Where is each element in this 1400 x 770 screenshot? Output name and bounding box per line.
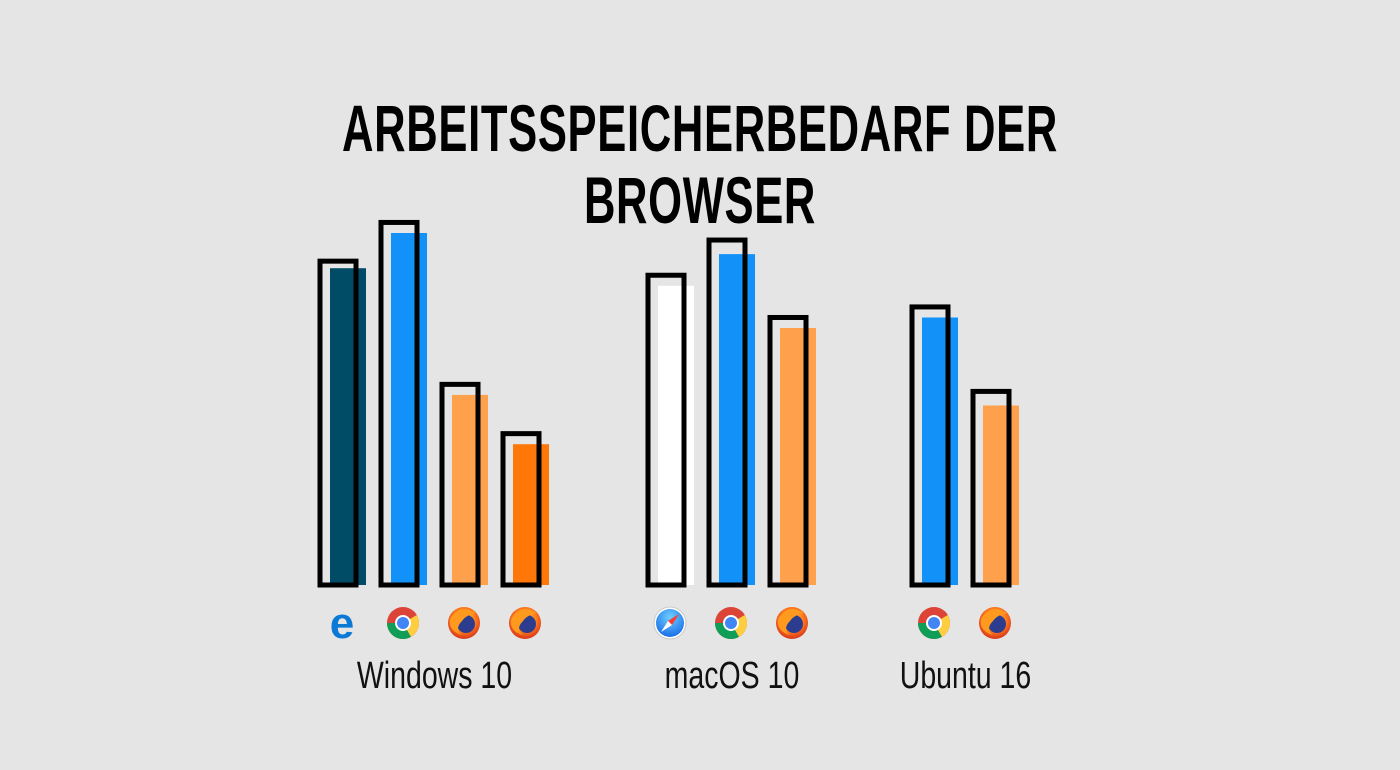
bar-safari: [658, 285, 694, 585]
firefox-icon: [509, 607, 541, 639]
bar-outline: [970, 388, 1012, 588]
labels-layer: Windows 10 macOS 10 Ubuntu 16: [357, 655, 1031, 697]
firefox-icon: [448, 607, 480, 639]
bars-layer: [317, 219, 1019, 588]
group-label: Windows 10: [357, 655, 512, 697]
bar-firefox: [983, 405, 1019, 585]
bar-firefox: [513, 444, 549, 585]
firefox-icon: [979, 607, 1011, 639]
svg-text:e: e: [330, 599, 354, 648]
bar-outline: [317, 258, 359, 588]
firefox-icon: [776, 607, 808, 639]
bar-firefox: [780, 328, 816, 585]
bar-chrome: [922, 317, 958, 585]
safari-icon: [653, 606, 687, 640]
edge-icon: e: [330, 599, 354, 648]
bar-outline: [645, 272, 687, 588]
bar-outline: [378, 219, 420, 588]
bar-chrome: [391, 233, 427, 585]
bar-outline: [909, 304, 951, 588]
bar-outline: [439, 381, 481, 588]
bar-outline: [500, 431, 542, 588]
bar-firefox: [452, 394, 488, 585]
chart-title: ARBEITSSPEICHERBEDARF DER BROWSER: [342, 91, 1058, 237]
bar-edge: [330, 268, 366, 585]
chrome-icon: [387, 607, 420, 640]
bar-chrome: [719, 254, 755, 585]
group-label: macOS 10: [665, 655, 800, 697]
icons-layer: e: [330, 599, 1011, 648]
chrome-icon: [918, 607, 951, 640]
bar-outline: [767, 314, 809, 588]
chrome-icon: [715, 607, 748, 640]
bar-outline: [706, 237, 748, 588]
group-label: Ubuntu 16: [900, 655, 1031, 697]
